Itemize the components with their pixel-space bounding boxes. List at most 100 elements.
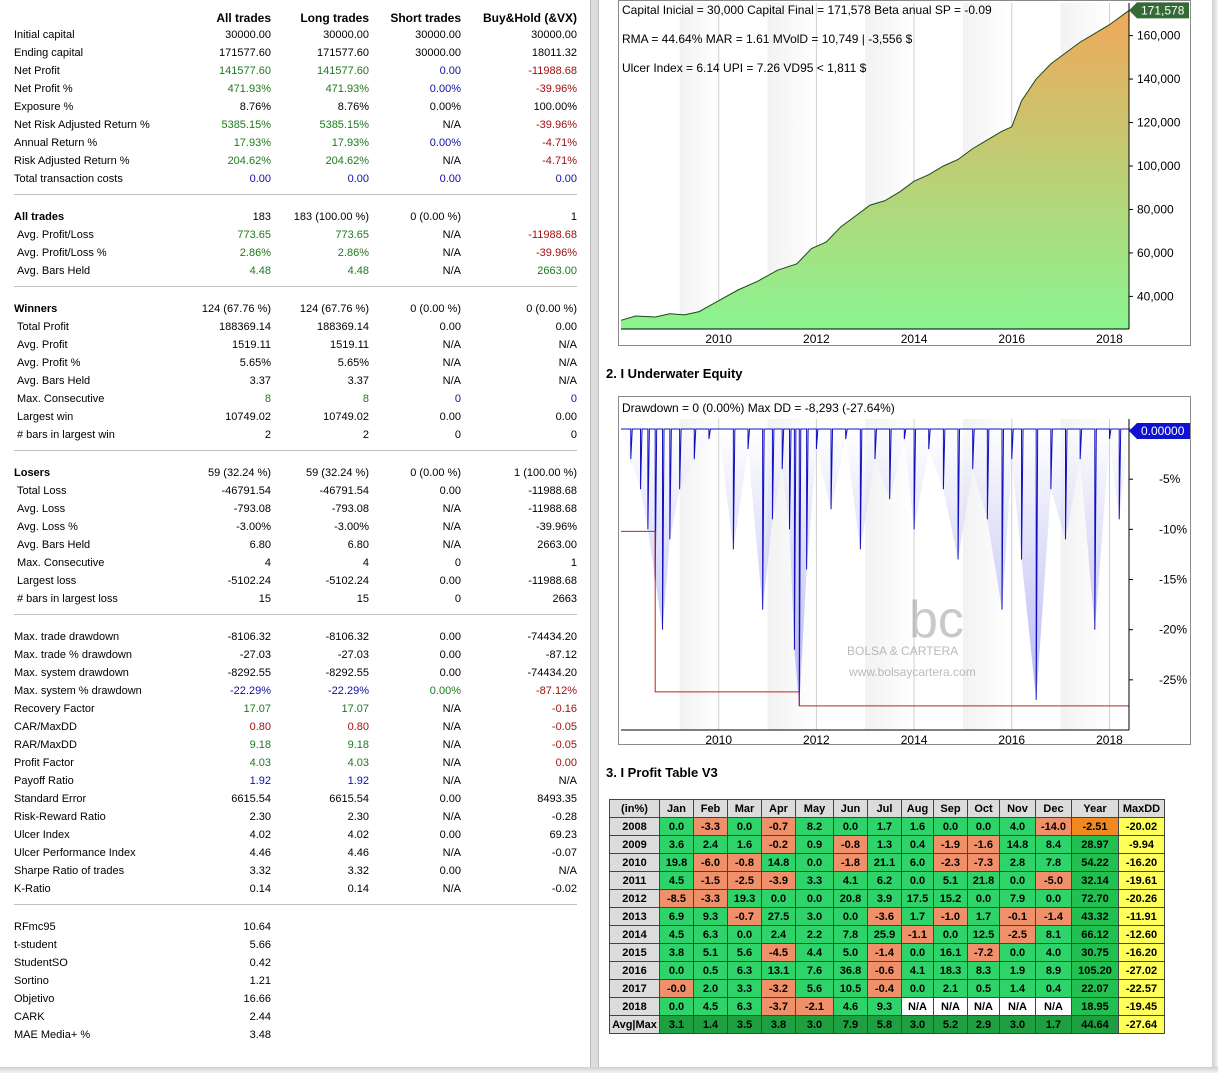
- profit-month-cell: -1.5: [693, 871, 728, 890]
- stat-value: 2663.00: [537, 265, 577, 277]
- profit-month-cell: 8.2: [795, 817, 834, 836]
- stat-label: Max. system % drawdown: [14, 685, 142, 697]
- stat-value: 1.92: [347, 775, 369, 787]
- stat-value: 0.00%: [429, 101, 461, 113]
- profit-month-cell: 2.4: [761, 925, 796, 944]
- stat-value: 6.80: [249, 539, 271, 551]
- splitter-handle[interactable]: [590, 0, 599, 1073]
- stat-row: Largest win 10749.02 10749.02 0.00 0.00: [0, 408, 590, 426]
- x-tick-label: 2010: [705, 332, 732, 346]
- stat-value: 6615.54: [329, 793, 369, 805]
- stat-value: 0: [454, 393, 461, 405]
- profit-maxdd-cell: -22.57: [1118, 979, 1165, 998]
- stat-value: 3.48: [249, 1029, 271, 1041]
- stat-label: Max. trade drawdown: [14, 631, 120, 643]
- equity-chart-svg: 2010 2012 2014 2016 2018 40,000 60,000 80,000 10…: [620, 2, 1189, 346]
- profit-month-cell: 0.0: [727, 817, 762, 836]
- stat-value: 5.65%: [239, 357, 271, 369]
- y-tick-label: 100,000: [1137, 159, 1181, 173]
- stat-label: # bars in largest loss: [17, 593, 118, 605]
- profit-month-cell: 5.6: [727, 943, 762, 962]
- stat-value: -11988.68: [528, 503, 577, 515]
- stat-label: Standard Error: [14, 793, 87, 805]
- profit-month-cell: N/A: [999, 997, 1036, 1016]
- stat-value: 124 (67.76 %): [201, 303, 271, 315]
- profit-month-cell: 1.3: [867, 835, 902, 854]
- stat-value: 59 (32.24 %): [306, 467, 369, 479]
- profit-month-cell: 12.5: [967, 925, 1000, 944]
- underwater-info: Drawdown = 0 (0.00%) Max DD = -8,293 (-2…: [622, 401, 895, 415]
- stat-row: MAE Media+ % 3.48: [0, 1026, 590, 1044]
- profit-month-cell: N/A: [901, 997, 934, 1016]
- stat-row: CARK 2.44: [0, 1008, 590, 1026]
- stat-value: N/A: [442, 119, 461, 131]
- stat-value: 471.93%: [325, 83, 369, 95]
- profit-month-cell: 0.0: [659, 817, 694, 836]
- stat-value: 9.18: [249, 739, 271, 751]
- profit-row: 2018 0.0 4.5 6.3 -3.7 -2.1 4.6 9.3 N/A N/A N/A N/A N…: [609, 997, 1165, 1016]
- profit-maxdd-cell: -12.60: [1118, 925, 1165, 944]
- profit-month-cell: 1.6: [727, 835, 762, 854]
- profit-month-cell: 4.6: [833, 997, 868, 1016]
- stat-value: 9.18: [347, 739, 369, 751]
- profit-month-cell: 0.0: [901, 979, 934, 998]
- profit-header-cell: Nov: [999, 799, 1036, 818]
- stat-value: 5385.15%: [319, 119, 369, 131]
- profit-month-cell: -5.0: [1035, 871, 1072, 890]
- profit-header-cell: Sep: [933, 799, 968, 818]
- last-value-marker: [1129, 423, 1190, 440]
- stat-row: Avg. Profit/Loss 773.65 773.65 N/A -11988.68: [0, 226, 590, 244]
- profit-month-cell: 6.2: [867, 871, 902, 890]
- profit-month-cell: -1.9: [933, 835, 968, 854]
- profit-month-cell: 0.4: [1035, 979, 1072, 998]
- profit-maxdd-cell: -20.26: [1118, 889, 1165, 908]
- stat-row: Ulcer Performance Index 4.46 4.46 N/A -0.07: [0, 844, 590, 862]
- stat-label: Ending capital: [14, 47, 84, 59]
- stat-value: N/A: [558, 375, 577, 387]
- profit-year-total: -2.51: [1071, 817, 1119, 836]
- stat-value: 18011.32: [531, 47, 577, 59]
- profit-month-cell: 20.8: [833, 889, 868, 908]
- profit-month-cell: 4.0: [1035, 943, 1072, 962]
- stat-value: -793.08: [331, 503, 369, 515]
- stat-value: 4.46: [347, 847, 369, 859]
- stat-value: 5385.15%: [221, 119, 271, 131]
- stat-value: 188369.14: [219, 321, 271, 333]
- x-tick-label: 2010: [705, 733, 732, 745]
- stat-label: Exposure %: [14, 101, 74, 113]
- stat-row: Net Profit % 471.93% 471.93% 0.00% -39.96%: [0, 80, 590, 98]
- underwater-chart: 2010 2012 2014 2016 2018 -5% -10% -15% -20% -25% 0…: [618, 396, 1191, 745]
- stat-value: -27.03: [239, 649, 271, 661]
- profit-year-total: 28.97: [1071, 835, 1119, 854]
- profit-month-cell: 4.5: [693, 997, 728, 1016]
- profit-row: 2009 3.6 2.4 1.6 -0.2 0.9 -0.8 1.3 0.4 -1.9 -1.6 14…: [609, 835, 1165, 854]
- profit-month-cell: 0.9: [795, 835, 834, 854]
- stat-value: N/A: [442, 503, 461, 515]
- profit-month-cell: -6.0: [693, 853, 728, 872]
- stat-value: 0.00: [439, 173, 461, 185]
- profit-month-cell: 9.3: [867, 997, 902, 1016]
- y-tick-label: -25%: [1159, 673, 1187, 687]
- stat-value: 4.03: [347, 757, 369, 769]
- profit-header-cell: Mar: [727, 799, 762, 818]
- profit-month-cell: 0.0: [967, 889, 1000, 908]
- last-value-marker: [1129, 2, 1189, 19]
- window-shadow-right: [1212, 0, 1218, 1073]
- profit-row: 2008 0.0 -3.3 0.0 -0.7 8.2 0.0 1.7 1.6 0.0 0.0 4.0-…: [609, 817, 1165, 836]
- stat-value: 171577.60: [317, 47, 369, 59]
- stat-value: 204.62%: [325, 155, 369, 167]
- stat-value: 0: [570, 429, 577, 441]
- profit-month-cell: 9.3: [693, 907, 728, 926]
- profit-row: 2010 19.8 -6.0 -0.8 14.8 0.0 -1.8 21.1 6.0 -2.3 -7…: [609, 853, 1165, 872]
- stat-label: Losers: [14, 467, 51, 479]
- stat-label: Max. trade % drawdown: [14, 649, 132, 661]
- profit-month-cell: -3.9: [761, 871, 796, 890]
- profit-month-cell: 3.8: [659, 943, 694, 962]
- profit-month-cell: -1.1: [901, 925, 934, 944]
- profit-year-total: 32.14: [1071, 871, 1119, 890]
- stat-value: 2663: [552, 593, 577, 605]
- window-shadow-bottom: [0, 1067, 1218, 1073]
- profit-month-cell: 0.0: [999, 943, 1036, 962]
- stat-row: Avg. Loss -793.08 -793.08 N/A -11988.68: [0, 500, 590, 518]
